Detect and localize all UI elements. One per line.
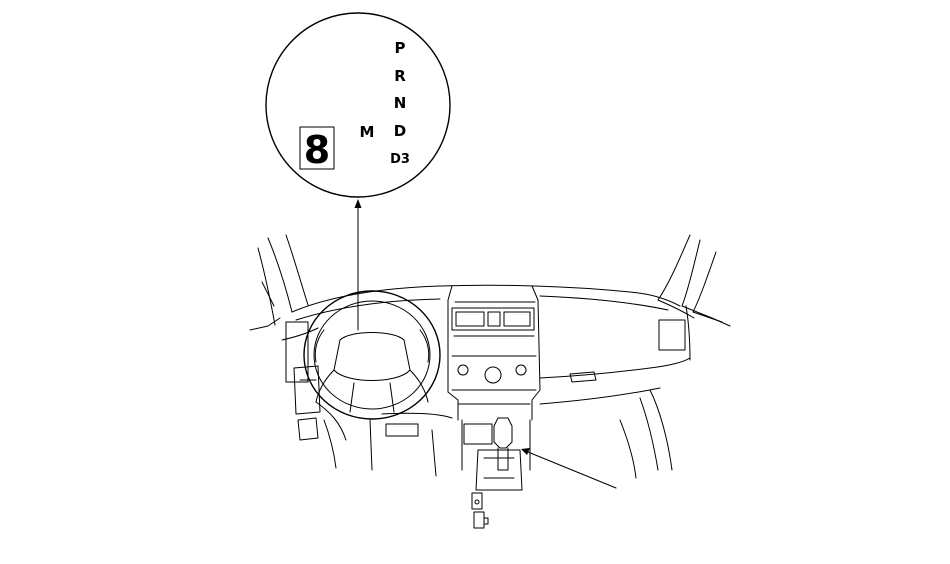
steering-hub: [333, 332, 411, 381]
shifter-arrowhead: [521, 448, 530, 455]
mode-label-m: M: [360, 123, 375, 141]
shifter-pointer: [521, 448, 617, 489]
shift-gate: [475, 449, 523, 491]
passenger-vent: [658, 319, 686, 351]
dashboard-top: [281, 284, 691, 405]
gear-r: R: [394, 67, 406, 85]
gear-p: P: [395, 39, 406, 57]
dashboard-drawing: [249, 234, 731, 529]
passenger-side: [569, 319, 686, 479]
gear-d: D: [394, 122, 406, 140]
digit-display-value: 8: [304, 128, 330, 172]
steering-wheel: [303, 290, 441, 420]
digit-display-frame: [299, 126, 335, 170]
shift-knob: [493, 417, 513, 449]
console-tray: [463, 423, 493, 445]
driver-lower-dash: [285, 321, 453, 477]
shifter-console: [461, 417, 531, 529]
gear-list: P R N D D3: [390, 39, 410, 167]
right-knob: [515, 364, 527, 376]
digit-display: 8: [299, 126, 335, 172]
center-console: [447, 285, 541, 421]
lower-switch-1: [471, 492, 483, 510]
shifter-leader-line: [527, 451, 617, 489]
center-knob: [484, 366, 502, 384]
callout-circle: [265, 12, 451, 198]
driver-side-panel: [285, 321, 309, 383]
right-a-pillar: [657, 234, 731, 327]
callout-arrowhead: [354, 199, 362, 208]
indicator-callout: 8 M P R N D D3: [265, 12, 451, 331]
gear-n: N: [394, 94, 407, 112]
left-a-pillar: [249, 234, 309, 331]
steering-wheel-rim: [303, 290, 441, 420]
hazard-switch: [487, 311, 501, 327]
center-vent-panel: [451, 307, 535, 331]
brake-pedal: [385, 423, 419, 437]
left-knob: [457, 364, 469, 376]
lower-switch-2: [473, 511, 485, 529]
gear-d3: D3: [390, 152, 410, 167]
